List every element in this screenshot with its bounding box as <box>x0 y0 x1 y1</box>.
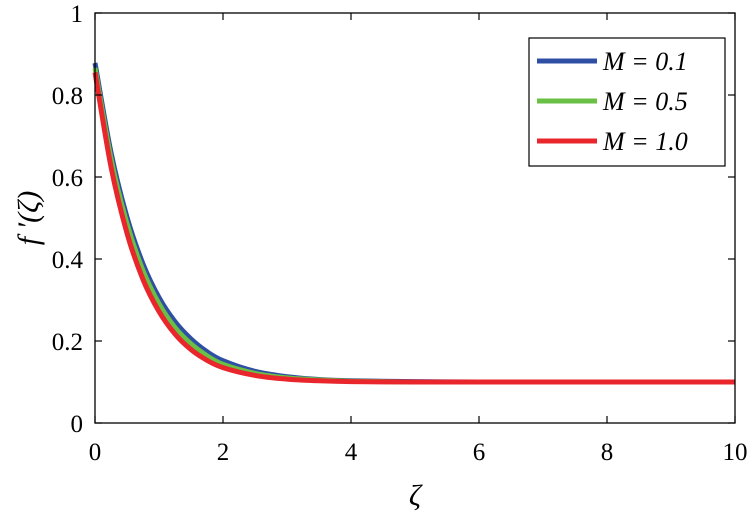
plot-frame <box>94 12 736 424</box>
x-axis-label: ζ <box>409 479 423 512</box>
x-tick-label: 2 <box>217 439 230 466</box>
series-line-3 <box>92 71 735 385</box>
y-tick-label: 1 <box>71 1 84 28</box>
x-tick-label: 6 <box>473 439 486 466</box>
y-tick-label: 0.6 <box>52 165 83 192</box>
legend-label: M = 0.5 <box>602 87 688 116</box>
series-lines <box>92 62 735 385</box>
x-tick-label: 8 <box>601 439 614 466</box>
y-tick-label: 0.2 <box>52 329 83 356</box>
y-axis-label: f ′(ζ) <box>12 191 45 246</box>
y-tick-label: 0.4 <box>52 247 84 274</box>
x-tick-label: 4 <box>345 439 358 466</box>
y-tick-label: 0.8 <box>52 83 83 110</box>
x-tick-label: 10 <box>723 439 748 466</box>
axis-ticks: 0 2 4 6 8 10 0 0.2 0.4 0.6 0.8 1 <box>52 1 748 466</box>
legend-label: M = 0.1 <box>602 47 688 76</box>
x-tick-label: 0 <box>89 439 102 466</box>
legend: M = 0.1 M = 0.5 M = 1.0 <box>528 37 726 167</box>
legend-label: M = 1.0 <box>602 127 688 156</box>
y-tick-label: 0 <box>71 411 84 438</box>
